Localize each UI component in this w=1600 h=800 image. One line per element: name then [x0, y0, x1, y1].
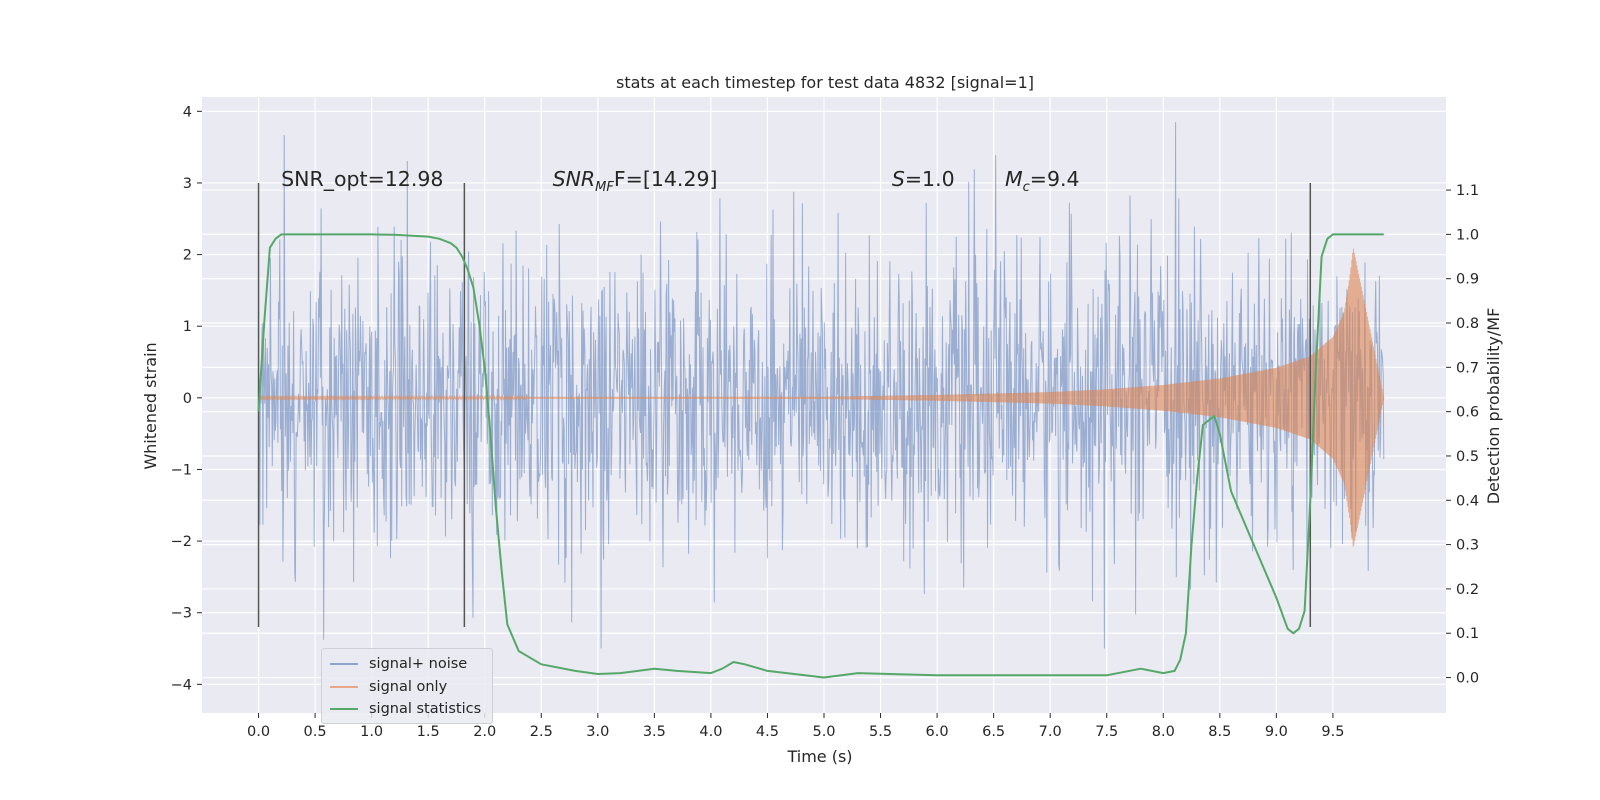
- y2-tick-label: 0.1: [1456, 626, 1479, 642]
- x-tick-label: 2.0: [473, 724, 496, 740]
- x-tick-label: 9.0: [1265, 724, 1288, 740]
- annotation-subscript: c: [1023, 180, 1030, 195]
- x-tick-label: 9.5: [1321, 724, 1344, 740]
- y2-tick-label: 0.2: [1456, 582, 1479, 598]
- x-tick-label: 3.0: [586, 724, 609, 740]
- signal-statistics-line: [257, 233, 1384, 679]
- annotation-subscript: MF: [595, 180, 614, 195]
- legend: signal+ noise signal only signal statist…: [321, 648, 493, 724]
- x-tick-label: 4.5: [756, 724, 779, 740]
- x-tick-label: 8.0: [1152, 724, 1175, 740]
- x-tick-label: 0.5: [304, 724, 327, 740]
- legend-label-signal-noise: signal+ noise: [369, 656, 468, 673]
- x-tick-label: 7.5: [1095, 724, 1118, 740]
- y2-tick-label: 1.1: [1456, 183, 1479, 199]
- x-tick-label: 3.5: [643, 724, 666, 740]
- y-tick-label: 3: [183, 176, 192, 192]
- annotations: SNR_opt=12.98 SNRMFF=[14.29] S=1.0 Mc=9.4: [281, 167, 1079, 195]
- annotation-s_main: S=1.0: [892, 167, 955, 191]
- x-tick-label: 6.5: [982, 724, 1005, 740]
- chart-title: stats at each timestep for test data 483…: [616, 73, 1034, 92]
- legend-label-signal-statistics: signal statistics: [369, 701, 482, 718]
- x-axis-label: Time (s): [786, 747, 852, 766]
- y-tick-label: −1: [171, 462, 192, 478]
- annotation-tail: =1.0: [905, 167, 955, 191]
- y-tick-label: −2: [171, 534, 192, 550]
- legend-swatch-signal-noise: [330, 663, 358, 666]
- y2-tick-label: 0.5: [1456, 449, 1479, 465]
- y-tick-label: 0: [183, 391, 192, 407]
- legend-label-signal-only: signal only: [369, 678, 448, 695]
- y-tick-label: 4: [183, 104, 192, 120]
- annotation-mc_main: Mc=9.4: [1005, 167, 1080, 195]
- series-signal-only: [258, 248, 1385, 547]
- x-tick-label: 1.0: [360, 724, 383, 740]
- y2-tick-label: 0.3: [1456, 538, 1479, 554]
- series-signal-statistics: [257, 233, 1384, 679]
- axes: 0.0 0.5 1.0 1.5 2.0 2.5 3.0 3.5 4.0 4.5 5.0 5.5 6.0 6…: [171, 104, 1479, 740]
- annotation-main: SNR: [553, 167, 596, 191]
- x-tick-label: 0.0: [247, 724, 270, 740]
- y2-tick-label: 0.4: [1456, 493, 1479, 509]
- x-tick-label: 6.0: [926, 724, 949, 740]
- y2-tick-label: 0.7: [1456, 360, 1479, 376]
- legend-item-signal-noise: signal+ noise: [330, 653, 484, 676]
- y-tick-label: −3: [171, 606, 192, 622]
- annotation-snr_opt: SNR_opt=12.98: [281, 167, 443, 192]
- y2-axis-label: Detection probability/MF: [1484, 308, 1503, 505]
- annotation-snr_mf_main: SNRMFF=[14.29]: [553, 167, 718, 195]
- annotation-main: M: [1005, 167, 1023, 191]
- annotation-tail: =9.4: [1030, 167, 1080, 191]
- x-tick-label: 2.5: [530, 724, 553, 740]
- y2-tick-label: 0.8: [1456, 316, 1479, 332]
- y-tick-label: 2: [183, 248, 192, 264]
- annotation-main: S: [892, 167, 905, 191]
- x-tick-label: 5.0: [812, 724, 835, 740]
- y2-tick-label: 0.9: [1456, 272, 1479, 288]
- y2-tick-label: 0.0: [1456, 671, 1479, 687]
- x-tick-label: 4.0: [699, 724, 722, 740]
- legend-swatch-signal-statistics: [330, 708, 358, 711]
- y-tick-label: 1: [183, 319, 192, 335]
- x-tick-label: 1.5: [417, 724, 440, 740]
- x-tick-label: 5.5: [869, 724, 892, 740]
- y2-tick-label: 1.0: [1456, 227, 1479, 243]
- y-axis-label: Whitened strain: [141, 342, 160, 469]
- legend-swatch-signal-only: [330, 685, 358, 688]
- legend-item-signal-statistics: signal statistics: [330, 698, 484, 721]
- y-tick-label: −4: [171, 677, 192, 693]
- legend-item-signal-only: signal only: [330, 676, 484, 699]
- y2-tick-label: 0.6: [1456, 405, 1479, 421]
- signal-only-line: [258, 248, 1385, 547]
- x-tick-label: 7.0: [1039, 724, 1062, 740]
- x-tick-label: 8.5: [1208, 724, 1231, 740]
- annotation-tail: F=[14.29]: [614, 167, 718, 191]
